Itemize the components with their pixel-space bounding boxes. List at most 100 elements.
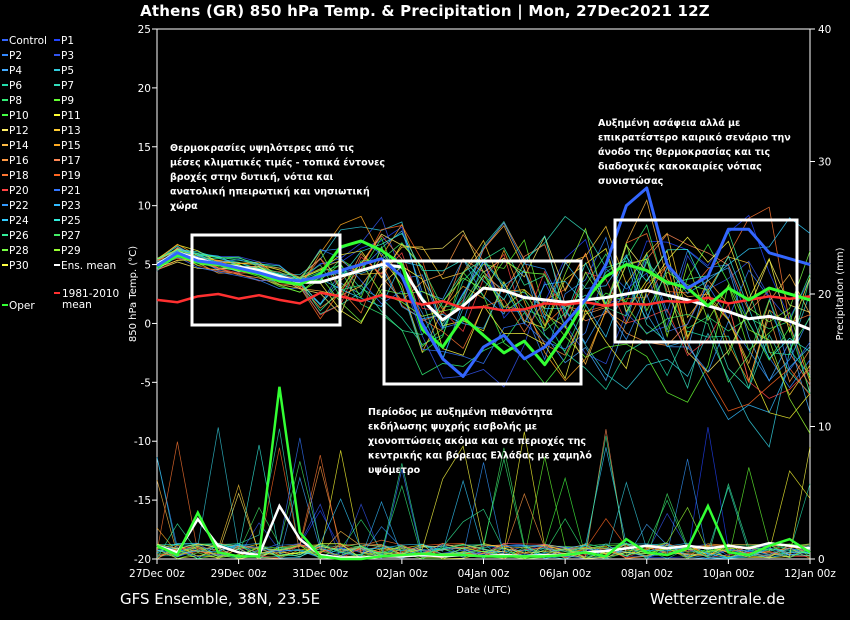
member-temp-line [156,222,811,382]
y-tick-label: 25 [138,24,151,36]
y-tick-label: 5 [144,260,151,272]
legend-entry: P2 [9,50,22,62]
legend-entry: P16 [9,155,29,167]
y-tick-label: 15 [138,142,151,154]
legend-entry: Ens. mean [61,260,116,272]
y-tick-label: -10 [134,436,151,448]
annotation-text: κεντρικής και βόρειας Ελλάδας με χαμηλό [368,451,592,462]
member-temp-line [156,216,811,394]
annotation-text: διαδοχικές κακοκαιρίες νότιας [598,162,762,173]
member-precip-line [156,458,811,560]
legend-entry: P25 [61,215,81,227]
legend-entry: P12 [9,125,29,137]
legend-entry: 1981-2010 [62,288,119,300]
legend-entry: P27 [61,230,81,242]
y-tick-label: 0 [144,318,151,330]
y2-tick-label: 30 [818,157,831,169]
member-temp-line [156,236,811,380]
annotation-text: Περίοδος με αυξημένη πιθανότητα [368,407,553,418]
y-axis-label: 850 hPa Temp. (°C) [128,246,139,342]
y2-axis-label: Precipitation (mm) [835,247,846,340]
x-tick-label: 06Jan 00z [539,568,591,580]
legend-entry: P22 [9,200,29,212]
legend-entry: P15 [61,140,81,152]
footer-source: Wetterzentrale.de [650,590,786,608]
annotation-text: υψόμετρο [368,465,421,476]
legend-entry: P18 [9,170,29,182]
annotation-text: συνιστώσας [598,176,663,187]
legend-entry: P21 [61,185,81,197]
legend-entry: P17 [61,155,81,167]
highlight-box [382,259,583,386]
y2-tick-label: 20 [818,289,831,301]
x-tick-label: 08Jan 00z [621,568,673,580]
annotation-text: βροχές στην δυτική, νότια και [170,172,333,183]
member-temp-line [156,215,811,384]
plot-frame [156,28,811,560]
member-precip-line [156,492,811,560]
annotation-text: άνοδο της θερμοκρασίας και τις [598,147,770,158]
precip-oper [156,386,811,561]
legend-entry: mean [62,299,92,311]
member-temp-line [156,242,811,383]
legend-entry: P9 [61,95,74,107]
y2-tick-label: 0 [818,554,825,566]
annotation-text: Θερμοκρασίες υψηλότερες από τις [170,143,354,154]
member-precip-line [156,500,811,560]
highlight-box [613,218,799,344]
legend-entry: P1 [61,35,74,47]
member-temp-line [156,222,811,412]
series-oper [156,239,811,367]
x-tick-label: 27Dec 00z [129,568,185,580]
chart-title: Athens (GR) 850 hPa Temp. & Precipitatio… [140,2,710,20]
member-precip-line [156,506,811,559]
member-precip-line [156,543,811,560]
series-control [156,186,811,378]
highlight-box [190,233,342,327]
x-tick-label: 02Jan 00z [376,568,428,580]
legend-entry: P24 [9,215,29,227]
y-tick-label: -5 [141,377,151,389]
legend-entry: P8 [9,95,22,107]
y-tick-label: -15 [134,495,151,507]
legend-entry: Oper [9,300,35,312]
footer-model: GFS Ensemble, 38N, 23.5E [120,590,321,608]
annotation-text: μέσες κλιματικές τιμές - τοπικά έντονες [170,158,385,169]
legend-entry: P29 [61,245,81,257]
legend-entry: P4 [9,65,22,77]
legend-entry: P30 [9,260,29,272]
legend-entry: P23 [61,200,81,212]
y-tick-label: 10 [138,201,151,213]
legend-entry: P13 [61,125,81,137]
x-tick-label: 31Dec 00z [292,568,348,580]
y2-tick-label: 10 [818,422,831,434]
x-tick-label: 12Jan 00z [784,568,836,580]
member-temp-line [156,199,811,366]
legend-entry: P7 [61,80,74,92]
legend-entry: P19 [61,170,81,182]
annotation-text: χώρα [170,201,198,212]
annotation-text: εκδήλωσης ψυχρής εισβολής με [368,422,537,433]
y2-tick-label: 40 [818,24,831,36]
legend-entry: P20 [9,185,29,197]
x-tick-label: 10Jan 00z [702,568,754,580]
legend-entry: P10 [9,110,29,122]
legend-entry: P3 [61,50,74,62]
legend-entry: P14 [9,140,29,152]
legend-entry: Control [9,35,47,47]
annotation-text: ανατολική ηπειρωτική και νησιωτική [170,187,370,198]
y-tick-label: 20 [138,83,151,95]
y-tick-label: -20 [134,554,151,566]
legend-entry: P11 [61,110,81,122]
legend-entry: P28 [9,245,29,257]
series-ens-mean [156,251,811,331]
legend-entry: P26 [9,230,29,242]
annotation-text: Αυξημένη ασάφεια αλλά με [598,118,740,129]
x-tick-label: 04Jan 00z [458,568,510,580]
legend-entry: P6 [9,80,22,92]
legend-entry: P5 [61,65,74,77]
x-axis-label: Date (UTC) [456,585,511,596]
annotation-text: χιονοπτώσεις ακόμα και σε περιοχές της [368,436,586,447]
x-tick-label: 29Dec 00z [211,568,267,580]
